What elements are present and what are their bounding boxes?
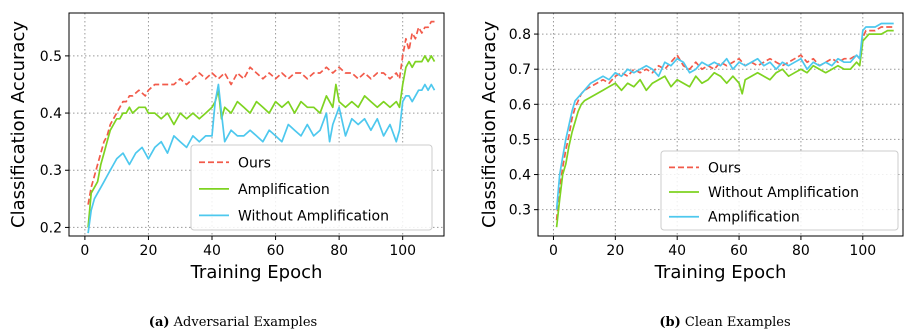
legend-label: Amplification	[708, 210, 800, 226]
y-tick-label: 0.6	[509, 97, 531, 113]
y-tick-label: 0.4	[509, 168, 531, 184]
series-line-without-amplification	[555, 29, 894, 228]
y-tick-label: 0.5	[509, 132, 531, 148]
legend-label: Without Amplification	[708, 185, 859, 201]
legend-label: Ours	[238, 155, 271, 171]
y-tick-label: 0.4	[40, 106, 62, 122]
x-tick-label: 80	[792, 243, 810, 259]
x-tick-label: 60	[730, 243, 748, 259]
x-tick-label: 60	[267, 243, 285, 259]
x-axis-label: Training Epoch	[190, 262, 323, 283]
y-tick-label: 0.8	[509, 27, 531, 43]
x-tick-label: 20	[140, 243, 158, 259]
caption-label: (b)	[659, 315, 680, 330]
series-line-without-amplification	[87, 83, 436, 234]
y-tick-label: 0.2	[40, 220, 62, 236]
plot-frame	[68, 12, 445, 237]
legend-label: Without Amplification	[238, 208, 389, 224]
chart-panel-2: 0 20 40 60 80 100 0.3 0.4 0.5 0.6 0.7 0.8 Training E…	[479, 12, 904, 330]
plot-frame	[537, 12, 904, 237]
series-line-ours	[87, 20, 435, 205]
series-line-ours	[555, 26, 894, 221]
legend: Ours Amplification Without Amplification	[190, 144, 433, 231]
x-tick-label: 40	[203, 243, 221, 259]
legend-label: Ours	[708, 160, 741, 176]
caption-text: Adversarial Examples	[170, 315, 318, 330]
x-tick-label: 20	[606, 243, 624, 259]
series-line-amplification	[87, 55, 436, 228]
figure-caption: (b) Clean Examples	[659, 315, 790, 330]
x-tick-label: 100	[389, 243, 416, 259]
series-line-amplification	[555, 22, 894, 210]
x-tick-label: 100	[849, 243, 876, 259]
y-tick-label: 0.3	[509, 203, 531, 219]
x-tick-label: 0	[549, 243, 558, 259]
caption-label: (a)	[149, 315, 170, 330]
y-tick-label: 0.5	[40, 49, 62, 65]
chart-panel-1: 0 20 40 60 80 100 0.2 0.3 0.4 0.5 Training Epoch Cl…	[8, 12, 445, 330]
y-axis-label: Classification Accuracy	[479, 21, 500, 228]
x-tick-label: 40	[668, 243, 686, 259]
x-axis-label: Training Epoch	[654, 262, 787, 283]
x-tick-label: 80	[330, 243, 348, 259]
y-axis-label: Classification Accuracy	[8, 21, 29, 228]
legend-label: Amplification	[238, 182, 330, 198]
figure-caption: (a) Adversarial Examples	[149, 315, 317, 330]
legend: Ours Without Amplification Amplification	[660, 150, 899, 231]
caption-text: Clean Examples	[681, 315, 791, 330]
y-tick-label: 0.7	[509, 62, 531, 78]
y-tick-label: 0.3	[40, 163, 62, 179]
x-tick-label: 0	[80, 243, 89, 259]
